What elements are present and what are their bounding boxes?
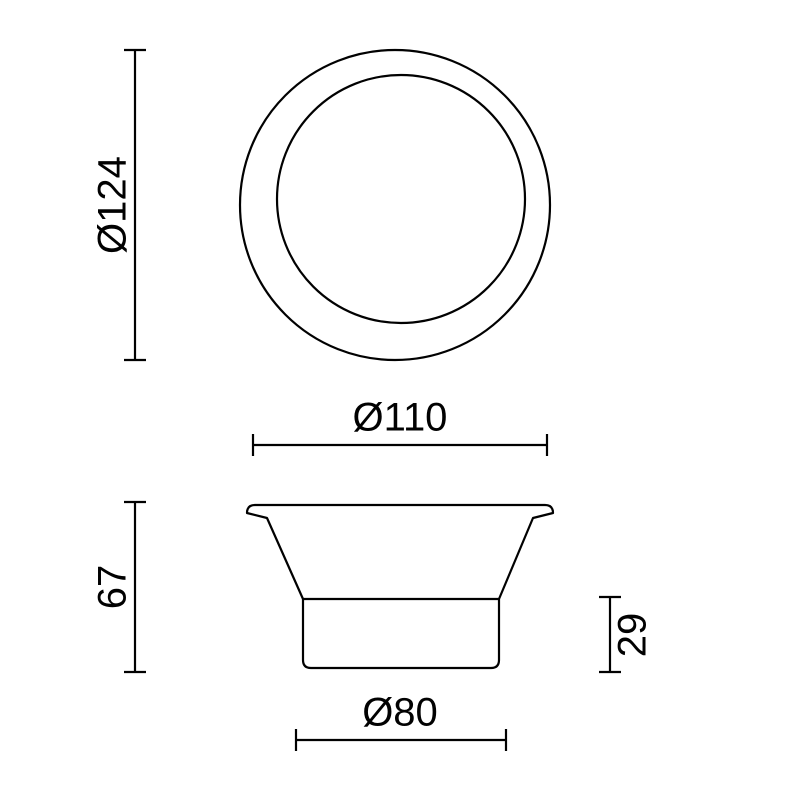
top-view-inner-circle (277, 75, 525, 323)
dim-label-total_height: 67 (91, 565, 135, 610)
dim-label-outer_diameter_top: Ø124 (91, 156, 135, 254)
dim-label-base_height: 29 (611, 613, 655, 658)
dim-label-inner_diameter_mid: Ø110 (353, 396, 448, 440)
top-view-outer-circle (240, 50, 550, 360)
top-view (240, 50, 550, 360)
side-view-outline (247, 505, 553, 668)
side-view (247, 505, 553, 668)
dim-label-base_diameter: Ø80 (362, 691, 438, 735)
